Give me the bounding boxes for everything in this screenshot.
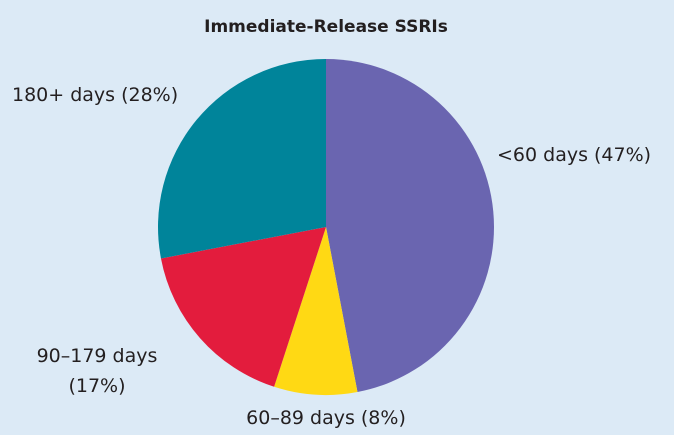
pie-slice bbox=[158, 59, 326, 259]
category-label: 90–179 days bbox=[37, 345, 158, 367]
value-label: (28%) bbox=[121, 84, 178, 106]
slice-label: <60 days (47%) bbox=[497, 144, 651, 166]
slice-label: 90–179 days (17%) bbox=[37, 345, 158, 397]
chart-title: Immediate-Release SSRIs bbox=[204, 17, 448, 37]
value-label: (47%) bbox=[594, 144, 651, 166]
value-label: (17%) bbox=[68, 375, 125, 397]
slice-label: 180+ days (28%) bbox=[12, 84, 178, 106]
value-label: (8%) bbox=[361, 407, 406, 429]
category-label: 180+ days bbox=[12, 84, 115, 106]
pie-slice bbox=[326, 59, 495, 393]
category-label: <60 days bbox=[497, 144, 588, 166]
pie-slice bbox=[160, 227, 326, 387]
category-label: 60–89 days bbox=[246, 407, 355, 429]
slice-label: 60–89 days (8%) bbox=[246, 407, 406, 429]
pie-slice bbox=[274, 227, 358, 395]
